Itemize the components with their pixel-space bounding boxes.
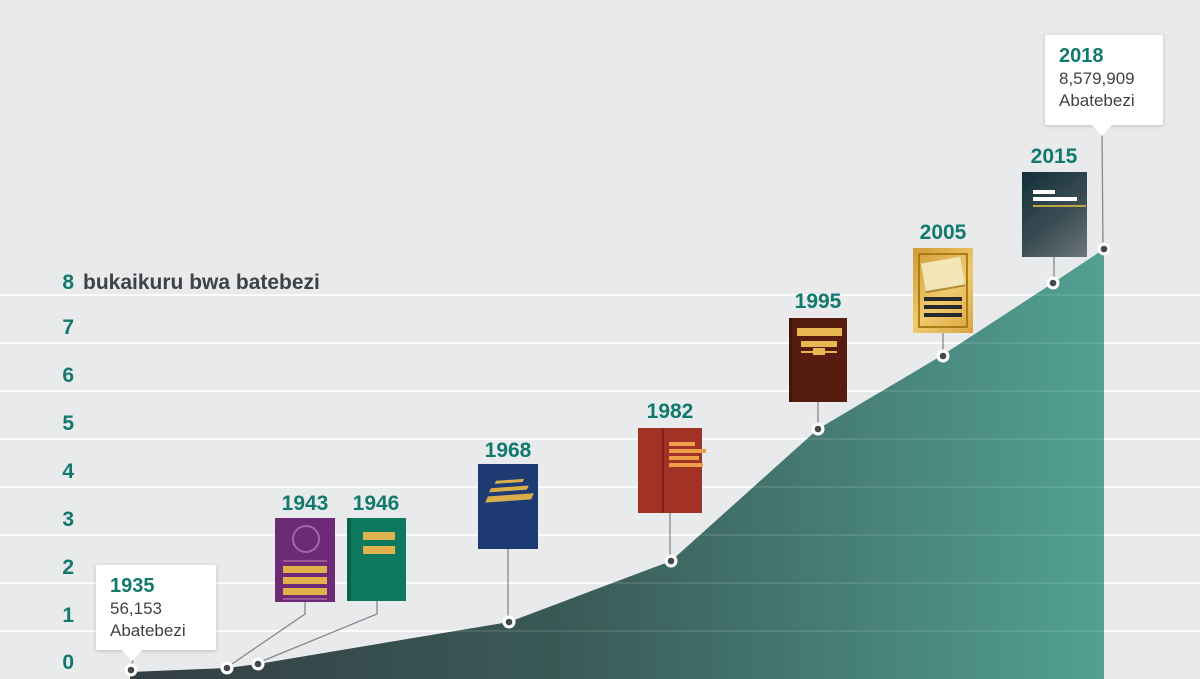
year-label-1982: 1982 xyxy=(646,400,694,423)
marker-1968 xyxy=(502,615,516,629)
y-tick-7: 7 xyxy=(62,316,74,339)
purple-book-icon xyxy=(275,518,335,602)
gold-bar xyxy=(363,546,395,554)
red-book-icon xyxy=(638,428,706,513)
marker-2015 xyxy=(1046,276,1060,290)
connector-lines xyxy=(130,130,1104,668)
y-tick-2: 2 xyxy=(62,556,74,579)
white-line xyxy=(1033,190,1055,194)
y-tick-1: 1 xyxy=(62,604,74,627)
callout-value: 8,579,909 xyxy=(1059,69,1135,88)
callout-value: 56,153 xyxy=(110,599,162,618)
connector-1943 xyxy=(228,602,306,667)
marker-2018 xyxy=(1097,242,1111,256)
y-tick-5: 5 xyxy=(62,412,74,435)
gold-underline xyxy=(1033,205,1086,207)
circle-emblem xyxy=(292,525,320,553)
title-line xyxy=(669,463,703,467)
callout-pointer xyxy=(121,649,143,661)
rule-line xyxy=(283,560,327,562)
y-axis-max-tick: 8 xyxy=(62,271,74,294)
gridline-5 xyxy=(0,438,1200,440)
year-label-2005: 2005 xyxy=(919,221,967,244)
slanted-title-lines xyxy=(477,478,538,503)
ornament-box xyxy=(813,348,825,355)
marker-1982 xyxy=(664,554,678,568)
gold-bar xyxy=(363,532,395,540)
data-point-markers xyxy=(124,242,1111,677)
area-series xyxy=(130,249,1104,679)
rule-line xyxy=(283,598,327,600)
marker-1995 xyxy=(811,422,825,436)
gridline-7 xyxy=(0,342,1200,344)
title-line xyxy=(669,456,699,460)
white-line xyxy=(1033,197,1077,201)
gold-bar xyxy=(283,566,327,573)
connector-1946 xyxy=(259,601,378,663)
gold-stripe xyxy=(494,478,525,484)
title-line xyxy=(669,449,706,453)
gridline-2 xyxy=(0,582,1200,584)
gold-bar xyxy=(801,341,837,347)
gold-bar xyxy=(797,328,842,336)
inner-frame xyxy=(918,253,968,328)
navy-book-icon xyxy=(478,464,538,549)
marker-1943 xyxy=(220,661,234,675)
y-tick-0: 0 xyxy=(62,651,74,674)
gold-bar xyxy=(283,577,327,584)
callout-2018: 2018 8,579,909 Abatebezi xyxy=(1045,35,1163,136)
gold-book-icon xyxy=(913,248,973,333)
year-label-1943: 1943 xyxy=(281,492,329,515)
year-label-1968: 1968 xyxy=(484,439,532,462)
dark-line xyxy=(924,297,962,301)
year-label-1946: 1946 xyxy=(352,492,400,515)
gridline-3 xyxy=(0,534,1200,536)
gridline-6 xyxy=(0,390,1200,392)
title-line xyxy=(669,442,695,446)
year-label-1995: 1995 xyxy=(794,290,842,313)
callout-unit: Abatebezi xyxy=(110,621,186,640)
callout-year: 2018 xyxy=(1059,45,1104,67)
marker-1946 xyxy=(251,657,265,671)
callout-unit: Abatebezi xyxy=(1059,91,1135,110)
y-axis-title-text: bukaikuru bwa batebezi xyxy=(83,271,320,294)
year-label-2015: 2015 xyxy=(1030,145,1078,168)
slate-book-icon xyxy=(1022,172,1087,257)
gold-bar xyxy=(283,588,327,595)
green-book-icon xyxy=(347,518,406,601)
gold-stripe xyxy=(489,485,529,493)
y-tick-3: 3 xyxy=(62,508,74,531)
dark-line xyxy=(924,313,962,317)
y-tick-6: 6 xyxy=(62,364,74,387)
marker-2005 xyxy=(936,349,950,363)
y-axis-title: 8 bukaikuru bwa batebezi xyxy=(30,270,320,296)
marker-1935 xyxy=(124,663,138,677)
callout-pointer xyxy=(1091,124,1113,136)
callout-year: 1935 xyxy=(110,575,155,597)
gridline-4 xyxy=(0,486,1200,488)
connector-2018 xyxy=(1101,130,1104,248)
y-tick-4: 4 xyxy=(62,460,74,483)
dark-line xyxy=(924,305,962,309)
gridline-8 xyxy=(0,294,1200,296)
gold-stripe xyxy=(485,493,534,503)
callout-1935: 1935 56,153 Abatebezi xyxy=(96,565,216,661)
maroon-book-icon xyxy=(789,318,847,402)
spine-line xyxy=(662,428,664,513)
